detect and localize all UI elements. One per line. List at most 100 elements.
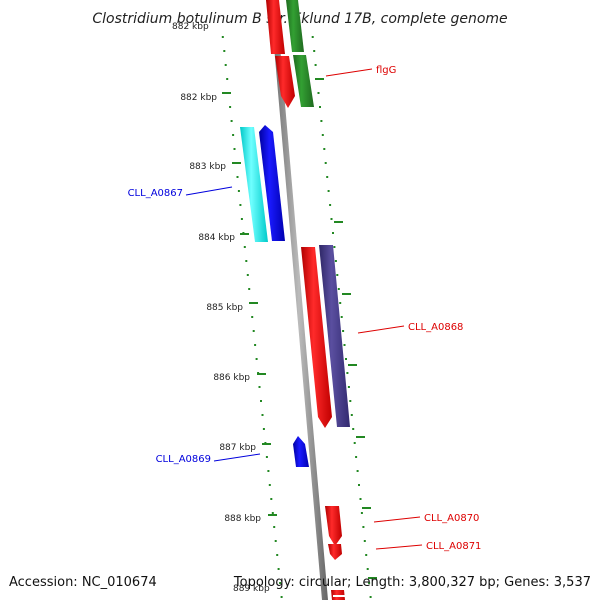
gene-label-CLL_A0871[interactable]: CLL_A0871 xyxy=(426,541,481,552)
kbp-label-partial-bottom: 889 kbp xyxy=(233,584,270,594)
leader-CLL_A0867 xyxy=(185,186,233,196)
scale-dot xyxy=(314,64,317,66)
scale-dot xyxy=(334,260,337,262)
scale-dot xyxy=(363,540,366,542)
scale-dot xyxy=(311,36,314,38)
scale-dot xyxy=(224,64,227,66)
gene-CLL_A0869[interactable] xyxy=(293,436,309,467)
scale-dot xyxy=(270,498,273,500)
scale-dot xyxy=(243,246,246,248)
scale-dot xyxy=(362,526,365,528)
scale-dot xyxy=(324,162,327,164)
scale-dot xyxy=(368,582,371,584)
scale-dot xyxy=(277,568,280,570)
scale-dot xyxy=(276,554,279,556)
scale-dot xyxy=(229,106,232,108)
scale-dot xyxy=(349,400,352,402)
accession-text: Accession: NC_010674 xyxy=(9,575,157,590)
scale-dot xyxy=(326,176,329,178)
leader-CLL_A0868 xyxy=(357,325,405,334)
scale-dot xyxy=(360,512,363,514)
kbp-label-883: 883 kbp xyxy=(189,162,226,172)
scale-dot xyxy=(332,232,334,234)
kbp-label-885: 885 kbp xyxy=(206,303,243,313)
scale-dot xyxy=(320,120,323,122)
gene-label-CLL_A0867[interactable]: CLL_A0867 xyxy=(128,188,183,199)
gene-label-CLL_A0870[interactable]: CLL_A0870 xyxy=(424,513,479,524)
scale-dot xyxy=(347,386,350,388)
scale-dot xyxy=(273,526,276,528)
scale-dot xyxy=(280,596,283,598)
scale-dot xyxy=(313,50,316,52)
scale-dot xyxy=(237,190,240,192)
scale-dot xyxy=(342,330,345,332)
kbp-label-887: 887 kbp xyxy=(219,443,256,453)
scale-dot xyxy=(239,204,242,206)
scale-dot xyxy=(359,498,362,500)
left-scale-track xyxy=(221,36,283,598)
scale-dot xyxy=(346,372,349,374)
scale-dot xyxy=(336,274,339,276)
leader-flgG xyxy=(325,68,373,77)
scale-dot xyxy=(254,344,257,346)
scale-dot xyxy=(327,190,330,192)
leader-CLL_A0869 xyxy=(213,453,261,462)
scale-dot xyxy=(274,540,277,542)
kbp-label-888: 888 kbp xyxy=(224,514,261,524)
scale-dot xyxy=(343,344,346,346)
gene-label-CLL_A0869[interactable]: CLL_A0869 xyxy=(156,454,211,465)
scale-dot xyxy=(365,554,368,556)
scale-dot xyxy=(245,260,248,262)
scale-dot xyxy=(271,512,274,514)
kbp-label-884: 884 kbp xyxy=(198,233,235,243)
gene-flgG[interactable] xyxy=(293,55,314,107)
scale-dot xyxy=(330,218,333,220)
gene-label-flgG[interactable]: flgG xyxy=(376,65,396,76)
gene-label-CLL_A0868[interactable]: CLL_A0868 xyxy=(408,322,463,333)
scale-dot xyxy=(248,288,251,290)
scale-dot xyxy=(317,92,320,94)
scale-dot xyxy=(251,316,254,318)
gene-flgG-upper[interactable] xyxy=(286,0,304,52)
scale-dot xyxy=(246,274,249,276)
gene-CLL_A0871[interactable] xyxy=(328,544,342,560)
scale-dot xyxy=(240,218,243,220)
scale-dot xyxy=(267,470,270,472)
gene-CLL_A0868-pair[interactable] xyxy=(319,245,350,427)
gene-CLL_A0867[interactable] xyxy=(259,125,285,241)
scale-dot xyxy=(329,204,332,206)
scale-dot xyxy=(355,456,358,458)
scale-dot xyxy=(230,120,233,122)
scale-dot xyxy=(232,134,235,136)
kbp-label-partial-top: 882 kbp xyxy=(172,22,209,32)
scale-dot xyxy=(340,316,343,318)
scale-dot xyxy=(366,568,369,570)
kbp-label-886: 886 kbp xyxy=(213,373,250,383)
scale-dot xyxy=(226,78,229,80)
gene-red-2[interactable] xyxy=(275,56,295,108)
scale-dot xyxy=(221,36,224,38)
gene-CLL_A0868[interactable] xyxy=(301,247,332,428)
scale-dot xyxy=(252,330,255,332)
scale-dot xyxy=(260,400,262,402)
scale-dot xyxy=(369,596,372,598)
gene-red-top[interactable] xyxy=(266,0,285,54)
gene-cyan-CLL_A0867[interactable] xyxy=(240,127,268,242)
kbp-label-882: 882 kbp xyxy=(180,93,217,103)
scale-dot xyxy=(323,148,326,150)
scale-dot xyxy=(268,484,271,486)
scale-dot xyxy=(223,50,226,52)
gene-CLL_A0870[interactable] xyxy=(325,506,342,546)
scale-dot xyxy=(353,442,356,444)
scale-dot xyxy=(261,414,264,416)
topology-text: Topology: circular; Length: 3,800,327 bp… xyxy=(233,575,591,590)
scale-dot xyxy=(352,428,355,430)
scale-dot xyxy=(265,456,268,458)
scale-dot xyxy=(358,484,360,486)
scale-dot xyxy=(350,414,353,416)
scale-dot xyxy=(356,470,359,472)
genome-backbone xyxy=(270,0,328,600)
scale-dot xyxy=(258,386,261,388)
